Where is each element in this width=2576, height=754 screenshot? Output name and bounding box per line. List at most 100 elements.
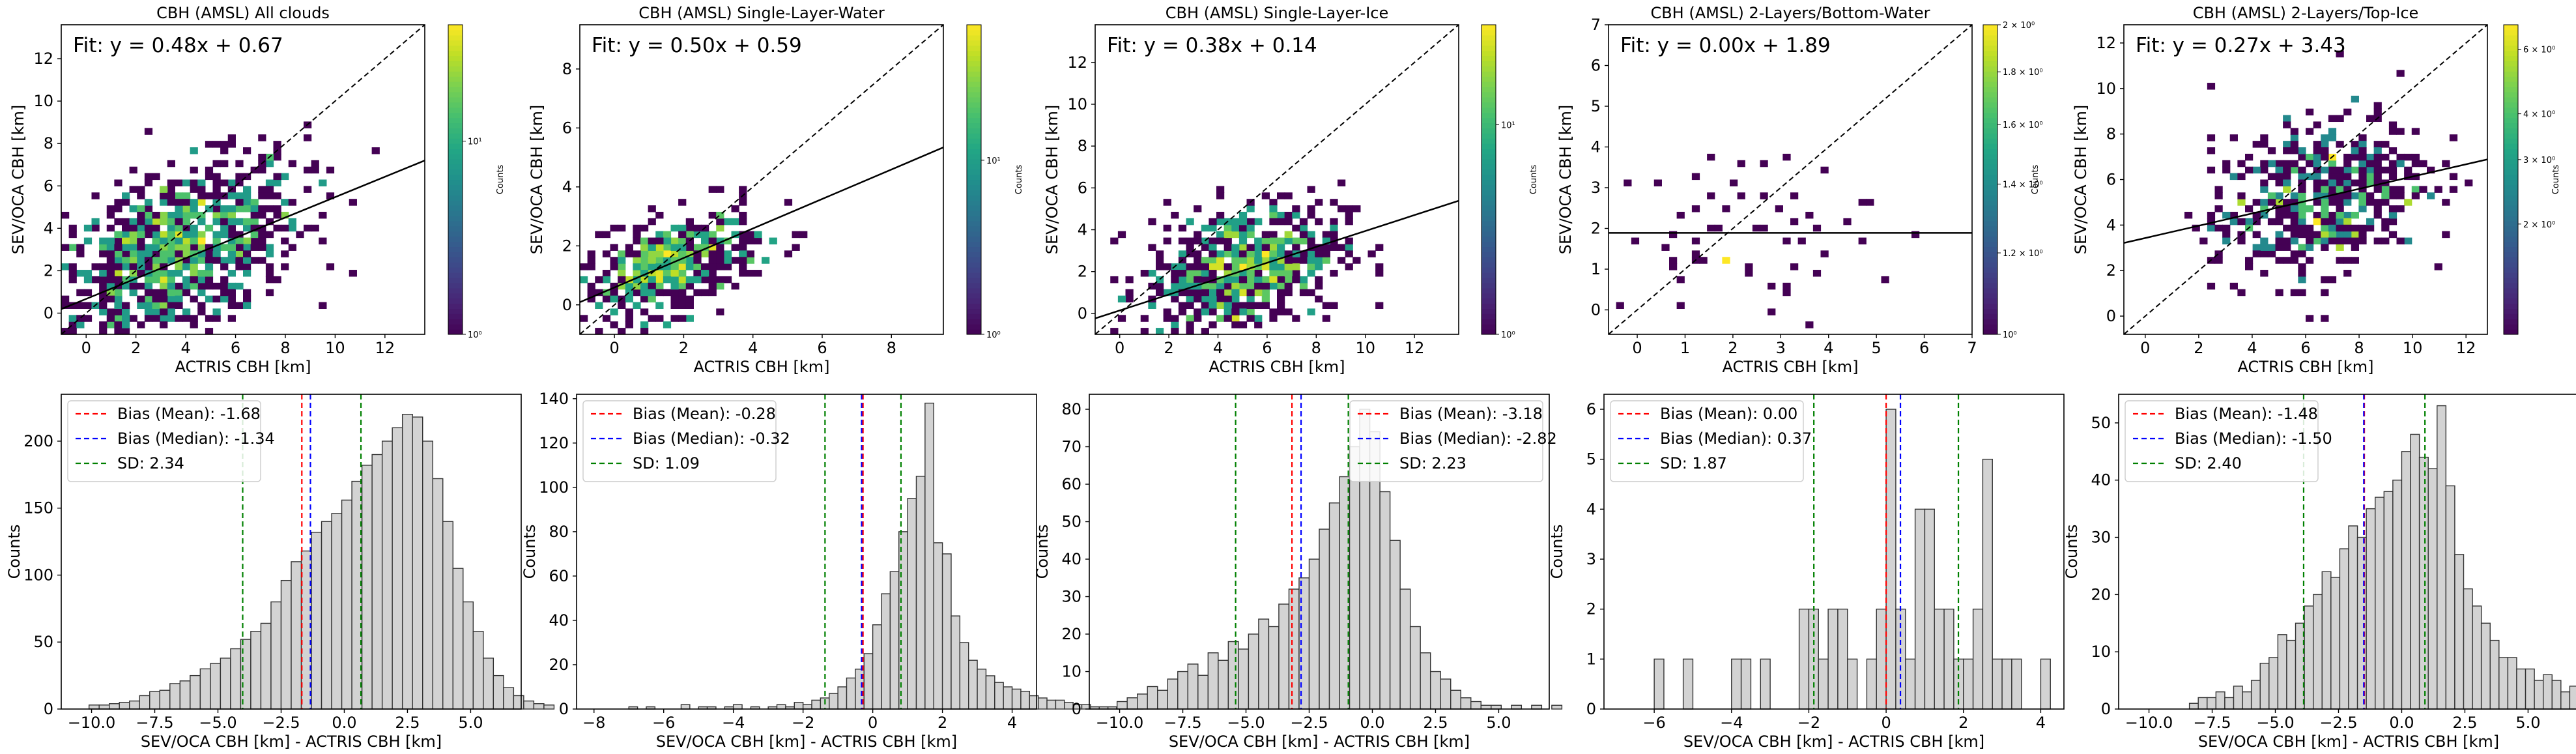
heatmap-bin	[1224, 263, 1232, 270]
colorbar-segment	[1481, 158, 1496, 165]
colorbar-frame	[1481, 24, 1496, 335]
histogram-bar	[533, 703, 545, 710]
heatmap-bin	[212, 192, 221, 199]
y-tick-label: 60	[549, 567, 569, 585]
heatmap-bin	[1284, 250, 1293, 257]
heatmap-bin	[2343, 270, 2352, 277]
heatmap-bin	[91, 276, 100, 283]
heatmap-bin	[625, 250, 633, 257]
heatmap-bin	[243, 289, 251, 297]
heatmap-bin	[144, 218, 153, 225]
heatmap-bin	[144, 231, 153, 239]
heatmap-bin	[99, 276, 107, 283]
x-axis-label: ACTRIS CBH [km]	[2238, 358, 2374, 376]
heatmap-bin	[1178, 282, 1187, 290]
heatmap-bin	[76, 270, 85, 277]
heatmap-bin	[144, 244, 153, 251]
heatmap-bin	[2358, 147, 2367, 154]
colorbar-segment	[1481, 236, 1496, 242]
heatmap-bin	[633, 231, 641, 239]
x-tick-label: 8	[280, 339, 290, 357]
heatmap-bin	[2298, 244, 2306, 251]
heatmap-bin	[258, 244, 266, 251]
heatmap-bin	[2290, 250, 2298, 257]
heatmap-bin	[250, 218, 259, 225]
heatmap-bin	[265, 192, 274, 199]
heatmap-bin	[1209, 237, 1217, 245]
heatmap-bin	[2290, 160, 2298, 167]
heatmap-bin	[610, 321, 618, 328]
heatmap-bin	[137, 321, 145, 328]
x-axis-label: ACTRIS CBH [km]	[1723, 358, 1859, 376]
fit-line	[1095, 199, 1459, 319]
colorbar-segment	[2504, 190, 2518, 196]
heatmap-bin	[1194, 308, 1202, 315]
heatmap-bin	[160, 186, 168, 193]
colorbar-segment	[1983, 215, 1997, 222]
heatmap-bin	[1209, 321, 1217, 328]
heatmap-bin	[281, 250, 289, 257]
colorbar-segment	[967, 262, 981, 268]
colorbar-segment	[1481, 87, 1496, 93]
legend-entry: Bias (Median): -2.82	[1399, 429, 1557, 448]
heatmap-bin	[152, 308, 160, 315]
heatmap-bin	[2275, 179, 2283, 186]
legend-entry: Bias (Median): -0.32	[633, 429, 790, 448]
heatmap-bin	[2321, 166, 2329, 174]
colorbar-segment	[1983, 87, 1997, 93]
colorbar-segment	[1983, 174, 1997, 181]
heatmap-bin	[2306, 231, 2314, 239]
heatmap-bin	[1277, 192, 1285, 199]
heatmap-bin	[227, 141, 236, 148]
y-tick-label: 60	[1061, 475, 1081, 493]
heatmap-bin	[1767, 308, 1776, 315]
heatmap-bin	[114, 263, 122, 270]
heatmap-bin	[1231, 257, 1240, 264]
heatmap-bin	[648, 244, 656, 251]
x-tick-label: −6	[652, 714, 675, 732]
heatmap-bin	[243, 257, 251, 264]
colorbar-segment	[1481, 164, 1496, 170]
y-tick-label: 8	[562, 60, 572, 78]
colorbar-segment	[448, 133, 463, 139]
heatmap-bin	[2290, 211, 2298, 219]
heatmap-bin	[160, 289, 168, 297]
colorbar-segment	[1983, 252, 1997, 257]
heatmap-bin	[1231, 315, 1240, 322]
histogram-bar	[1551, 704, 1563, 710]
heatmap-bin	[1277, 308, 1285, 315]
heatmap-bin	[670, 270, 679, 277]
heatmap-bin	[197, 211, 206, 219]
heatmap-bin	[152, 302, 160, 310]
heatmap-bin	[1322, 231, 1330, 239]
heatmap-bin	[2427, 166, 2435, 174]
histogram-bar	[2534, 680, 2544, 710]
heatmap-bin	[1194, 257, 1202, 264]
colorbar-segment	[967, 277, 981, 283]
histogram-bar	[2401, 451, 2411, 710]
heatmap-bin	[2283, 199, 2291, 206]
heatmap-bin	[1231, 244, 1240, 251]
heatmap-bin	[1624, 179, 1632, 186]
heatmap-bin	[167, 192, 175, 199]
heatmap-bin	[633, 282, 641, 290]
heatmap-bin	[106, 244, 115, 251]
chart-title: CBH (AMSL) All clouds	[156, 4, 330, 22]
y-tick-label: 2	[44, 261, 53, 280]
heatmap-bin	[1307, 205, 1315, 212]
histogram-bar	[794, 702, 804, 710]
heatmap-bin	[1707, 153, 1715, 161]
heatmap-bin	[220, 257, 229, 264]
heatmap-bin	[2290, 231, 2298, 239]
heatmap-bin	[655, 211, 664, 219]
heatmap-bin	[1284, 276, 1293, 283]
heatmap-bin	[2411, 186, 2420, 193]
legend-box	[582, 400, 777, 482]
heatmap-bin	[129, 186, 137, 193]
legend-box	[2125, 400, 2319, 482]
y-tick-label: 1	[1591, 260, 1601, 278]
colorbar-segment	[967, 149, 981, 154]
heatmap-bin	[2449, 173, 2458, 181]
heatmap-bin	[1216, 289, 1225, 297]
